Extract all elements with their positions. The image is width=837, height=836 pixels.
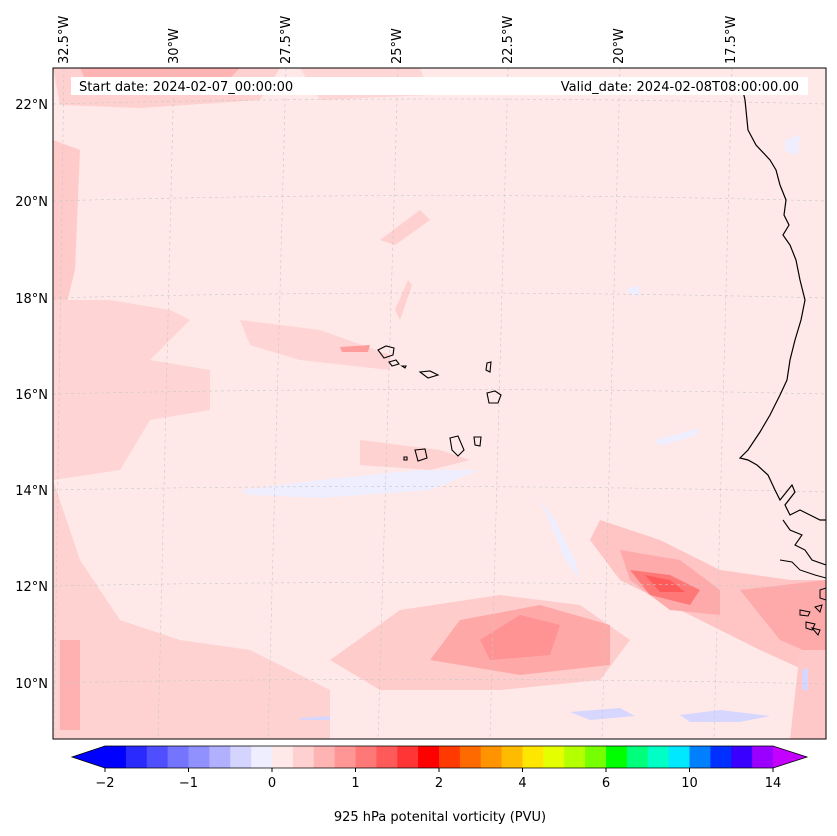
colorbar-tick-label: −1 [179, 776, 198, 791]
colorbar-over-arrow [773, 746, 807, 768]
coast-guinea [782, 519, 826, 566]
colorbar-segment [689, 746, 711, 768]
colorbar-outline [70, 745, 809, 769]
colorbar-ticks: −2 −1 0 1 2 4 6 10 14 [95, 768, 781, 791]
lat-label-10n: 10°N [15, 677, 48, 692]
colorbar: −2 −1 0 1 2 4 6 10 14 925 hPa potenital vorticit… [70, 745, 809, 825]
coast-bissau [779, 559, 826, 579]
colorbar-segment [459, 746, 482, 768]
coast-islands [799, 587, 826, 636]
lat-label-12n: 12°N [15, 580, 48, 595]
lat-label-20n: 20°N [15, 195, 48, 210]
colorbar-tick-label: 14 [765, 776, 782, 791]
cape-verde-islands [377, 345, 502, 462]
colorbar-segment [522, 746, 544, 768]
colorbar-segment [230, 746, 252, 768]
colorbar-segment [209, 746, 231, 768]
colorbar-segment [543, 746, 565, 768]
colorbar-segment [105, 746, 127, 768]
lat-label-16n: 16°N [15, 388, 48, 403]
colorbar-segment [355, 746, 377, 768]
colorbar-label: 925 hPa potenital vorticity (PVU) [334, 810, 546, 825]
africa-coastline [738, 81, 826, 521]
colorbar-segment [480, 746, 503, 768]
colorbar-tick-label: 4 [518, 776, 526, 791]
colorbar-segment [647, 746, 670, 768]
date-header-box [71, 77, 808, 95]
colorbar-segment [418, 746, 440, 768]
longitude-labels: 32.5°W 30°W 27.5°W 25°W 22.5°W 20°W 17.5… [57, 16, 739, 64]
colorbar-segment [125, 746, 148, 768]
colorbar-segment [731, 746, 753, 768]
colorbar-segment [668, 746, 691, 768]
lon-label-20w: 20°W [612, 28, 627, 64]
colorbar-tick-label: 2 [435, 776, 443, 791]
graticule [53, 68, 826, 739]
start-date-label: Start date: 2024-02-07_00:00:00 [79, 80, 293, 95]
colorbar-tick-label: 0 [268, 776, 276, 791]
colorbar-segment [272, 746, 294, 768]
colorbar-segment [752, 746, 774, 768]
colorbar-segment [251, 746, 273, 768]
colorbar-segment [313, 746, 336, 768]
colorbar-segment [376, 746, 398, 768]
colorbar-segment [564, 746, 586, 768]
colorbar-segment [439, 746, 461, 768]
lon-label-27-5w: 27.5°W [279, 16, 294, 64]
valid-date-label: Valid_date: 2024-02-08T08:00:00.00 [561, 80, 799, 95]
colorbar-segment [710, 746, 732, 768]
colorbar-segment [334, 746, 357, 768]
colorbar-segment [501, 746, 524, 768]
colorbar-segment [585, 746, 607, 768]
colorbar-segment [606, 746, 628, 768]
map-frame [52, 67, 827, 740]
lat-label-14n: 14°N [15, 484, 48, 499]
colorbar-segment [188, 746, 210, 768]
colorbar-segment [167, 746, 190, 768]
colorbar-tick-label: 1 [351, 776, 359, 791]
colorbar-segments [105, 746, 774, 768]
lat-label-22n: 22°N [15, 98, 48, 113]
negative-pv-patches [240, 135, 808, 722]
lon-label-25w: 25°W [390, 28, 405, 64]
colorbar-segment [397, 746, 419, 768]
map-panel [53, 68, 826, 739]
colorbar-tick-label: 10 [681, 776, 698, 791]
lon-label-32-5w: 32.5°W [57, 16, 72, 64]
lat-label-18n: 18°N [15, 292, 48, 307]
lon-label-30w: 30°W [167, 28, 182, 64]
colorbar-tick-label: −2 [95, 776, 114, 791]
colorbar-segment [626, 746, 649, 768]
lon-label-17-5w: 17.5°W [724, 16, 739, 64]
colorbar-under-arrow [72, 746, 105, 768]
latitude-labels: 22°N 20°N 18°N 16°N 14°N 12°N 10°N [15, 98, 48, 692]
colorbar-segment [292, 746, 315, 768]
colorbar-segment [146, 746, 169, 768]
lon-label-22-5w: 22.5°W [501, 16, 516, 64]
colorbar-tick-label: 6 [602, 776, 610, 791]
